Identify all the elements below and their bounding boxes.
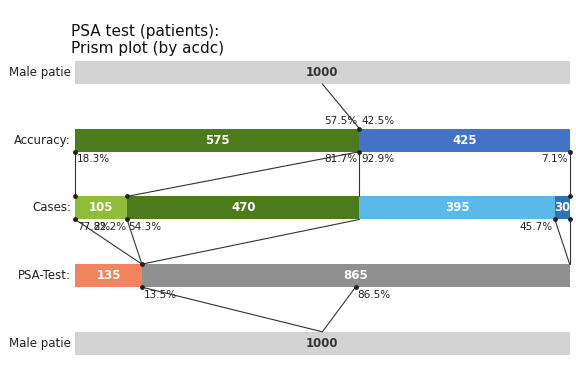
Bar — [359, 196, 555, 219]
Text: 395: 395 — [445, 202, 469, 214]
Bar — [75, 332, 570, 355]
Text: 86.5%: 86.5% — [358, 290, 391, 300]
Bar — [75, 61, 570, 84]
Text: Accuracy:: Accuracy: — [14, 134, 71, 147]
Text: 54.3%: 54.3% — [128, 222, 161, 232]
Text: 22.2%: 22.2% — [93, 222, 126, 232]
Text: 92.9%: 92.9% — [362, 154, 395, 164]
Text: 1000: 1000 — [306, 66, 339, 79]
Text: 30: 30 — [554, 202, 570, 214]
Text: 7.1%: 7.1% — [541, 154, 568, 164]
Bar — [555, 196, 570, 219]
Text: PSA-Test:: PSA-Test: — [18, 269, 71, 282]
Text: 135: 135 — [96, 269, 121, 282]
Text: Male patie: Male patie — [9, 66, 71, 79]
Text: 42.5%: 42.5% — [362, 116, 395, 126]
Text: 57.5%: 57.5% — [324, 116, 358, 126]
Text: 1000: 1000 — [306, 337, 339, 350]
Bar — [359, 129, 570, 152]
Text: 13.5%: 13.5% — [144, 290, 177, 300]
Text: 865: 865 — [343, 269, 368, 282]
Text: 105: 105 — [89, 202, 113, 214]
Text: 425: 425 — [452, 134, 477, 147]
Text: 470: 470 — [231, 202, 256, 214]
Text: 45.7%: 45.7% — [520, 222, 553, 232]
Text: 77.8%: 77.8% — [77, 222, 110, 232]
Text: Male patie: Male patie — [9, 337, 71, 350]
Text: 575: 575 — [205, 134, 230, 147]
Bar — [127, 196, 359, 219]
Bar — [75, 129, 359, 152]
Text: Cases:: Cases: — [32, 202, 71, 214]
Text: PSA test (patients):
Prism plot (by acdc): PSA test (patients): Prism plot (by acdc… — [71, 24, 224, 56]
Text: 18.3%: 18.3% — [77, 154, 110, 164]
Bar — [142, 264, 570, 287]
Bar — [75, 196, 127, 219]
Bar — [75, 264, 142, 287]
Text: 81.7%: 81.7% — [324, 154, 358, 164]
